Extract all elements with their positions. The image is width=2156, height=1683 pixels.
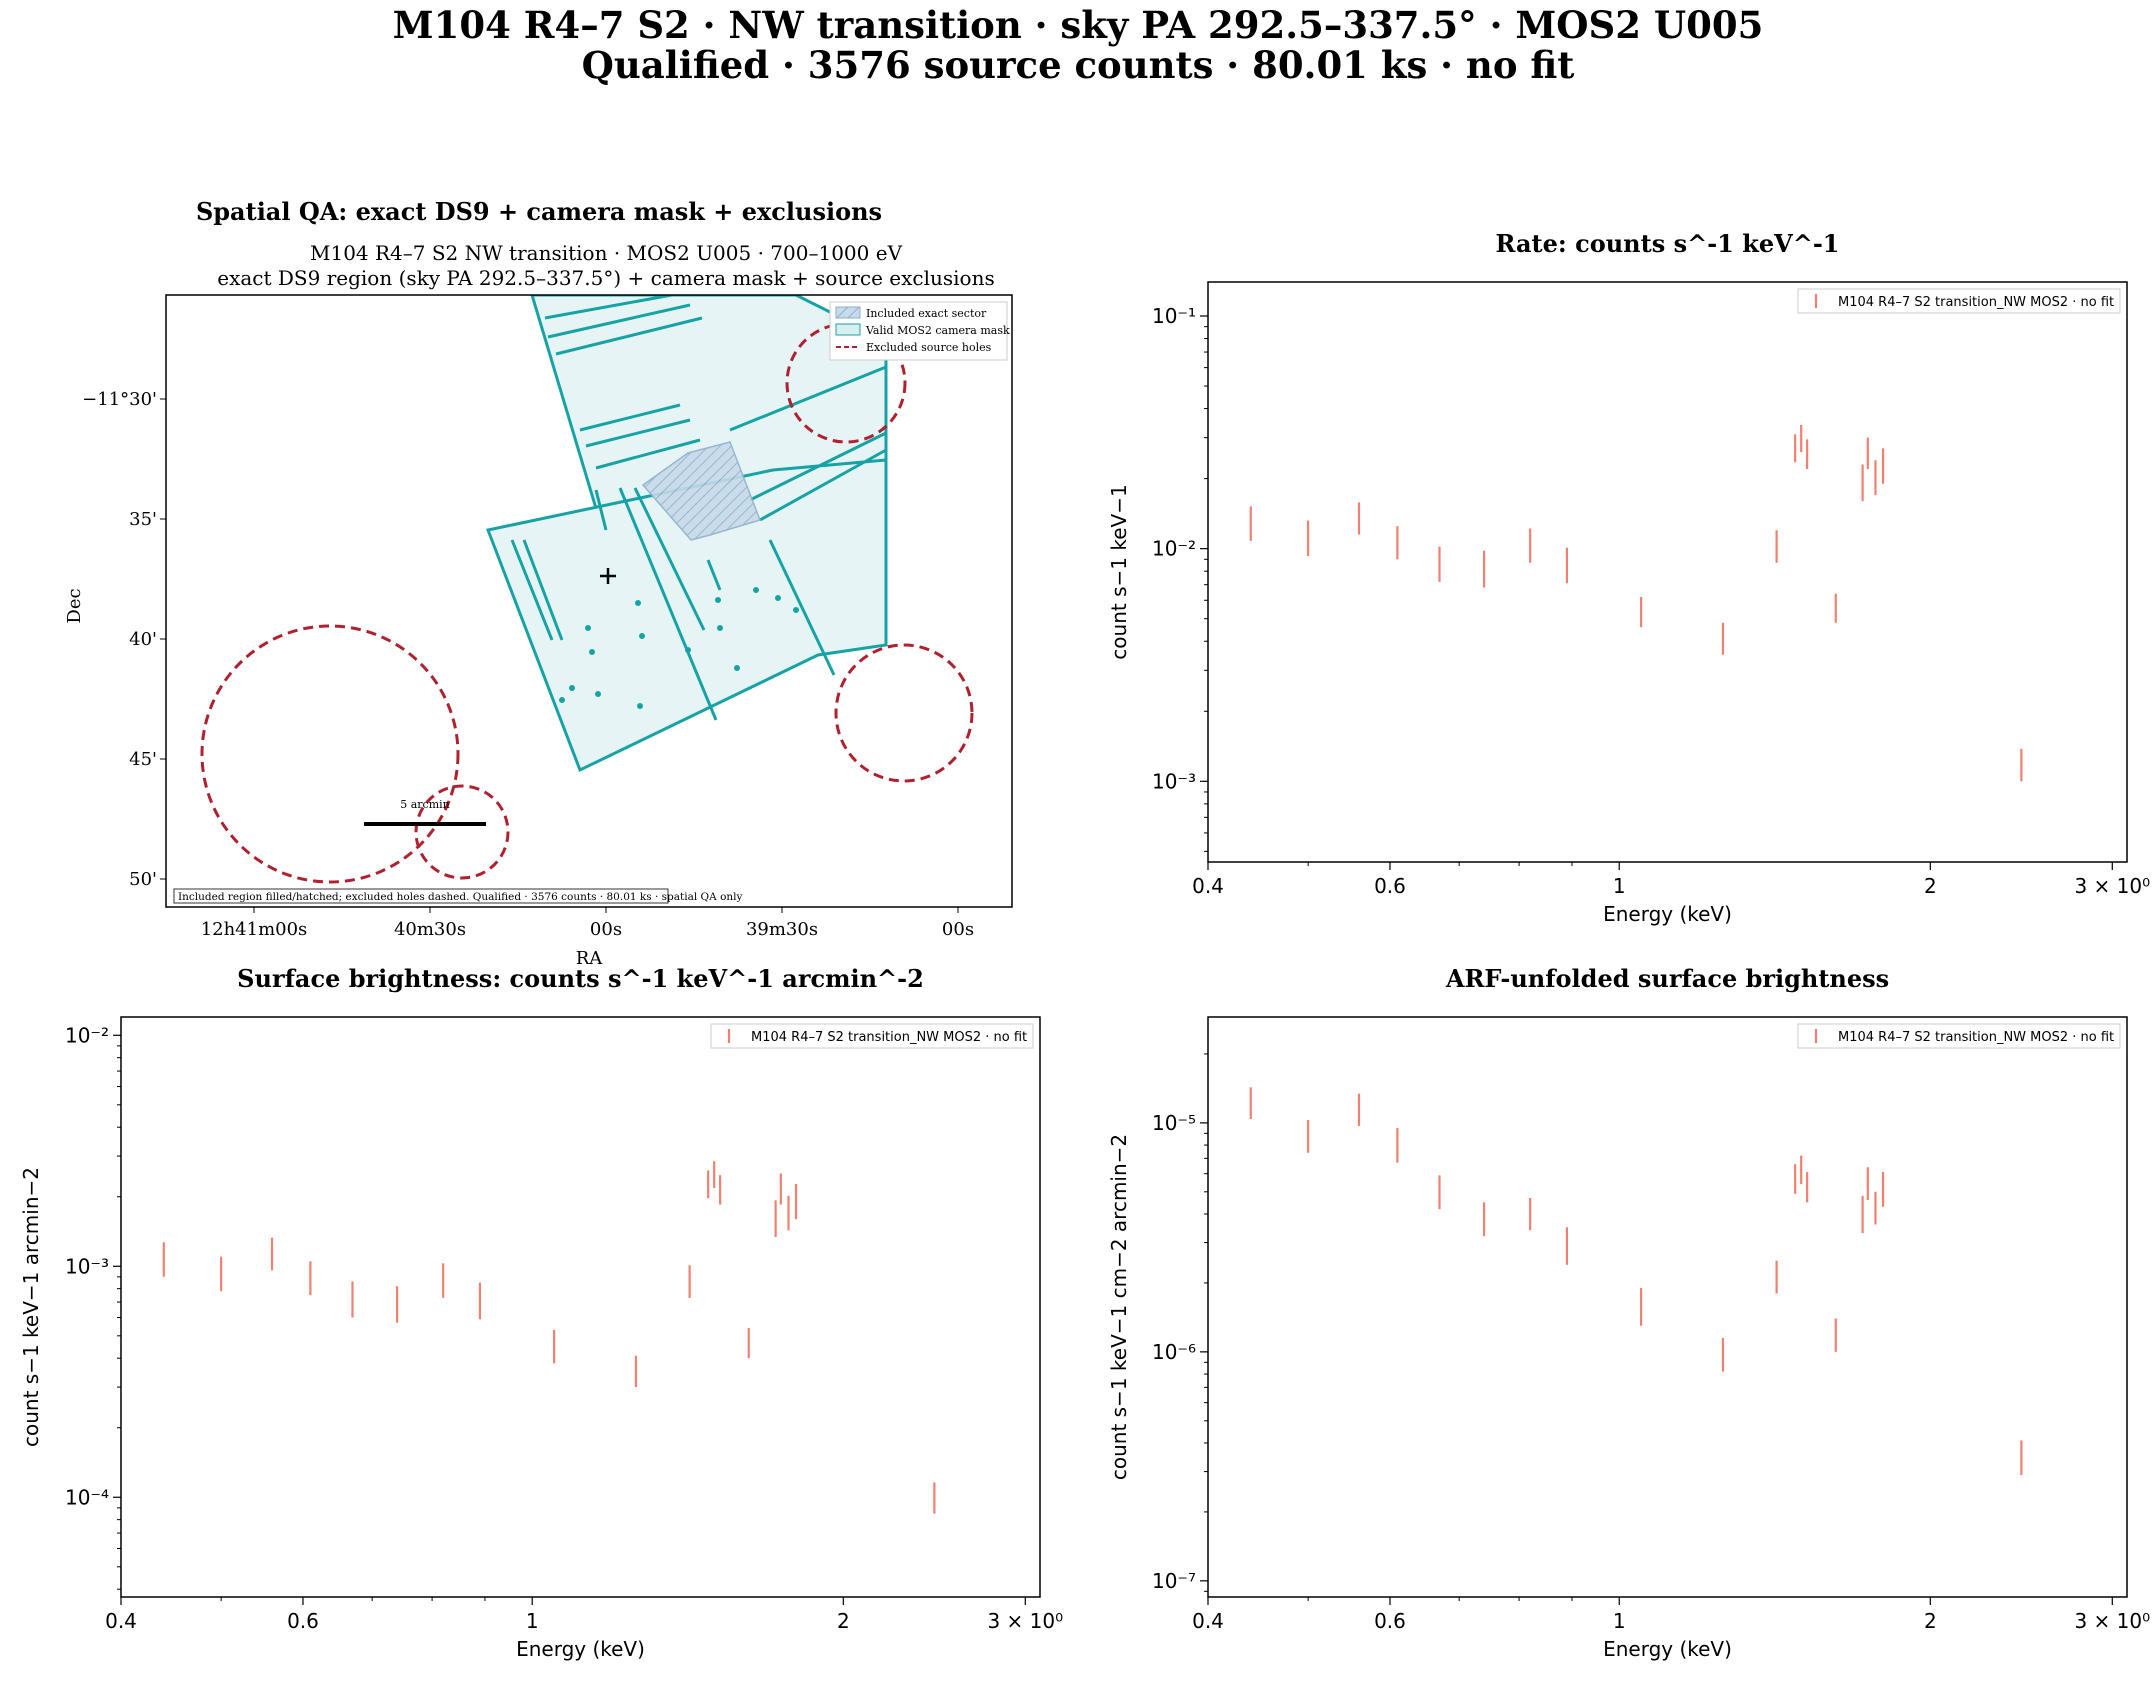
ra-tick-4: 39m30s [746,919,818,940]
legend-label: M104 R4–7 S2 transition_NW MOS2 · no fit [1838,1030,2114,1045]
spatial-x-ticks: 12h41m00s 40m30s 00s 39m30s 00s [201,907,974,940]
legend-label-sector: Included exact sector [866,307,987,320]
x-tick-label: 2 [1924,874,1937,898]
ra-tick-3: 00s [590,919,622,940]
y-tick-label: 10⁻² [1152,537,1196,561]
y-tick-label: 10⁻² [65,1023,109,1047]
scale-bar-label: 5 arcmin [400,798,450,811]
legend: M104 R4–7 S2 transition_NW MOS2 · no fit [1797,288,2121,314]
camera-mask-holes [559,587,799,709]
dec-tick-1: −11°30' [82,389,157,410]
x-axis-label: Energy (keV) [1603,902,1732,926]
legend-label: M104 R4–7 S2 transition_NW MOS2 · no fit [751,1030,1027,1045]
rate-spectrum-panel: Rate: counts s^-1 keV^-1 0.4 0.6 1 2 3 × 10⁰ 1… [1107,229,2150,926]
spatial-map: 5 arcmin [200,295,974,884]
x-tick-label: 1 [1613,874,1626,898]
dec-tick-5: 50' [129,869,157,890]
legend-label: M104 R4–7 S2 transition_NW MOS2 · no fit [1838,295,2114,310]
spatial-legend: Included exact sector Valid MOS2 camera … [829,301,1010,361]
y-axis-label: count s−1 keV−1 arcmin−2 [19,1167,43,1447]
exclusion-hole-2 [834,643,974,783]
y-tick-label: 10⁻³ [65,1254,109,1278]
x-tick-label: 0.4 [1192,1609,1224,1633]
exclusion-hole-3 [200,624,460,884]
camera-mask-lower [485,458,888,773]
arf-unfolded-panel: ARF-unfolded surface brightness 0.4 0.6 1 2 3… [1107,964,2150,1661]
spatial-note-text: Included region filled/hatched; excluded… [178,891,743,903]
spatial-panel-subtitle-1: M104 R4–7 S2 NW transition · MOS2 U005 ·… [310,241,903,265]
x-axis-label: Energy (keV) [516,1637,645,1661]
spatial-y-ticks: −11°30' 35' 40' 45' 50' [82,389,166,890]
spatial-panel-title: Spatial QA: exact DS9 + camera mask + ex… [196,197,882,226]
ra-tick-2: 40m30s [394,919,466,940]
axes-frame [1207,281,2128,863]
spatial-ylabel: Dec [64,588,85,623]
legend-box [710,1023,1034,1049]
spatial-axes-frame [165,294,1013,908]
x-tick-label: 1 [526,1609,539,1633]
axes-frame [120,1016,1041,1598]
ra-tick-1: 12h41m00s [201,919,308,940]
figure-title-line1: M104 R4–7 S2 · NW transition · sky PA 29… [393,3,1764,47]
x-tick-label: 0.4 [105,1609,137,1633]
legend-label-mask: Valid MOS2 camera mask [865,324,1010,337]
axes-frame [1207,1016,2128,1598]
legend-swatch-mask [835,323,861,336]
spatial-qa-panel: Spatial QA: exact DS9 + camera mask + ex… [64,197,1013,969]
ra-tick-5: 00s [942,919,974,940]
spatial-panel-subtitle-2: exact DS9 region (sky PA 292.5–337.5°) +… [217,266,994,290]
camera-chip-edges [510,295,887,721]
legend-swatch-sector [835,306,861,319]
spatial-note: Included region filled/hatched; excluded… [173,888,743,904]
figure-title-line2: Qualified · 3576 source counts · 80.01 k… [582,43,1575,87]
panel-title: Rate: counts s^-1 keV^-1 [1495,229,1839,258]
x-axis-label: Energy (keV) [1603,1637,1732,1661]
x-tick-label: 0.6 [287,1609,319,1633]
y-tick-label: 10⁻⁴ [65,1485,109,1509]
x-tick-label: 3 × 10⁰ [2074,1609,2150,1633]
y-tick-label: 10⁻⁶ [1152,1340,1196,1364]
legend-box [1797,288,2121,314]
y-tick-label: 10⁻⁷ [1152,1569,1196,1593]
y-axis-label: count s−1 keV−1 [1107,484,1131,659]
x-tick-label: 2 [837,1609,850,1633]
y-axis-label: count s−1 keV−1 cm−2 arcmin−2 [1107,1134,1131,1480]
exclusion-hole-4 [414,784,510,880]
y-tick-label: 10⁻⁵ [1152,1111,1196,1135]
surface-brightness-panel: Surface brightness: counts s^-1 keV^-1 a… [19,964,1063,1661]
dec-tick-4: 45' [129,749,157,770]
y-tick-label: 10⁻³ [1152,769,1196,793]
included-exact-sector [641,441,761,541]
x-tick-label: 0.6 [1374,874,1406,898]
dec-tick-3: 40' [129,629,157,650]
panel-title: Surface brightness: counts s^-1 keV^-1 a… [237,964,924,993]
dec-tick-2: 35' [129,509,157,530]
legend-box [1797,1023,2121,1049]
x-tick-label: 0.4 [1192,874,1224,898]
x-tick-label: 1 [1613,1609,1626,1633]
x-tick-label: 3 × 10⁰ [2074,874,2150,898]
x-tick-label: 0.6 [1374,1609,1406,1633]
center-marker [600,568,616,584]
spatial-xlabel: RA [576,948,604,969]
x-tick-label: 2 [1924,1609,1937,1633]
panel-title: ARF-unfolded surface brightness [1445,964,1889,993]
x-tick-label: 3 × 10⁰ [987,1609,1063,1633]
legend: M104 R4–7 S2 transition_NW MOS2 · no fit [1797,1023,2121,1049]
legend-label-holes: Excluded source holes [866,341,992,354]
legend: M104 R4–7 S2 transition_NW MOS2 · no fit [710,1023,1034,1049]
y-tick-label: 10⁻¹ [1152,304,1196,328]
